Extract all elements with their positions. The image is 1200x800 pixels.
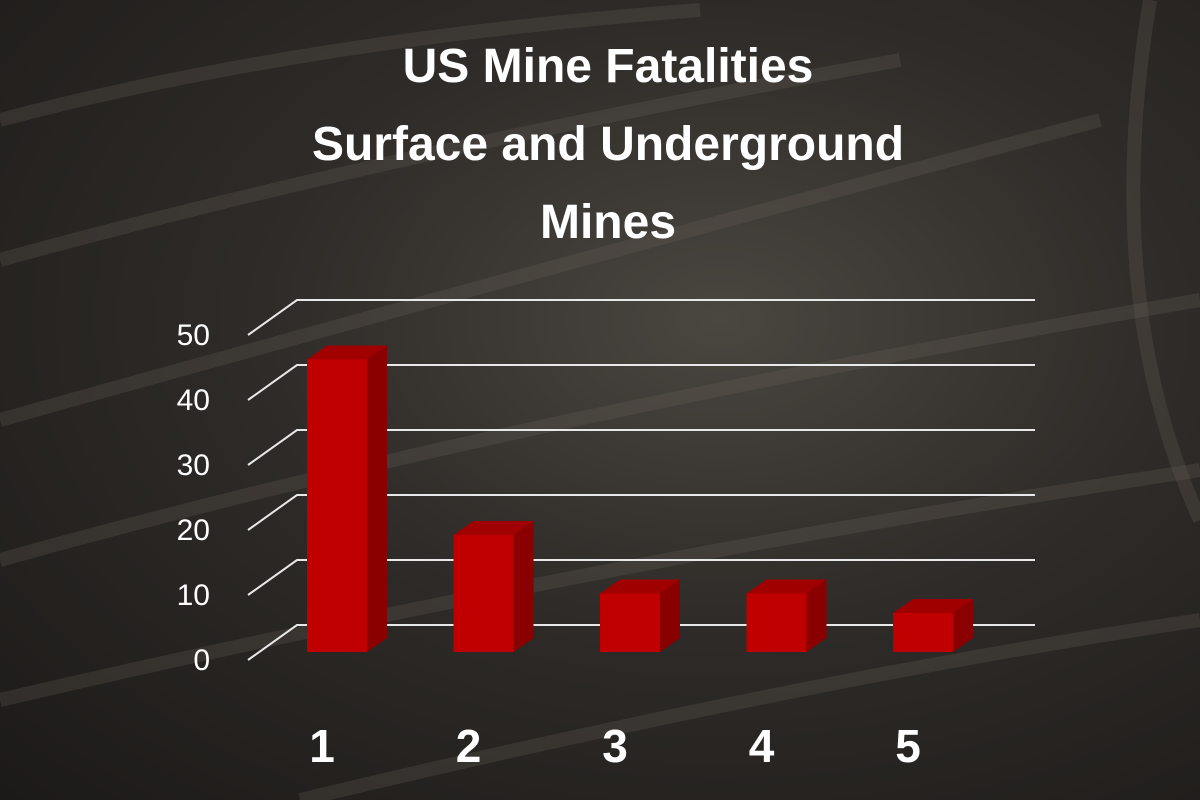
x-tick-label: 3 bbox=[602, 720, 628, 772]
bar-side bbox=[513, 521, 534, 652]
x-tick-label: 2 bbox=[456, 720, 482, 772]
grid-line bbox=[247, 559, 1035, 596]
chart-titles: US Mine Fatalities Surface and Undergrou… bbox=[258, 28, 958, 262]
chart-title: US Mine Fatalities bbox=[402, 40, 814, 93]
bar-top bbox=[893, 599, 973, 613]
y-tick-label: 10 bbox=[177, 579, 210, 612]
bar bbox=[893, 599, 973, 652]
bar-front bbox=[307, 359, 367, 652]
bar-front bbox=[893, 613, 953, 652]
bar-top bbox=[307, 345, 387, 360]
x-tick-label: 4 bbox=[749, 720, 775, 772]
grid-line bbox=[247, 364, 1035, 401]
grid-line bbox=[247, 299, 1035, 336]
bar-side bbox=[806, 579, 827, 652]
y-tick-label: 30 bbox=[177, 449, 210, 482]
bar-front bbox=[453, 535, 514, 652]
bar-side bbox=[660, 579, 680, 652]
chart-subtitle: Surface and Underground Mines bbox=[311, 118, 905, 249]
y-tick-label: 50 bbox=[177, 319, 210, 352]
x-tick-label: 5 bbox=[895, 720, 921, 772]
bar bbox=[600, 579, 680, 652]
x-tick-label: 1 bbox=[309, 720, 335, 772]
bar bbox=[307, 345, 387, 652]
y-tick-label: 0 bbox=[193, 644, 210, 677]
bar-side bbox=[367, 345, 387, 652]
bar-front bbox=[746, 593, 807, 652]
bar-top bbox=[600, 579, 680, 594]
grid-line bbox=[247, 429, 1035, 466]
bar-top bbox=[453, 521, 534, 535]
bar-top bbox=[746, 579, 827, 594]
bar bbox=[746, 579, 827, 652]
y-tick-label: 40 bbox=[177, 384, 210, 417]
y-tick-label: 20 bbox=[177, 514, 210, 547]
grid-line bbox=[247, 494, 1035, 531]
bar-side bbox=[953, 599, 973, 652]
bar-front bbox=[600, 593, 660, 652]
bar bbox=[453, 521, 534, 652]
